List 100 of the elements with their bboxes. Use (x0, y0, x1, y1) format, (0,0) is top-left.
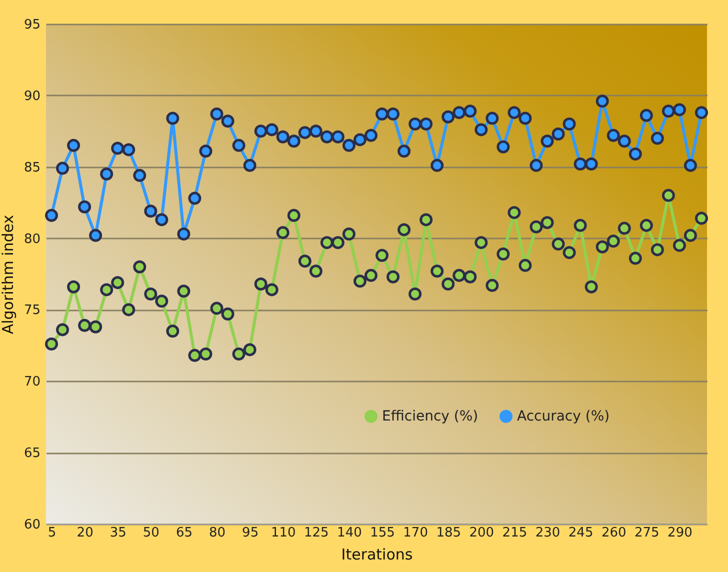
x-tick-label: 170 (403, 526, 428, 540)
point (650, 132, 664, 145)
y-tick-label: 80 (24, 232, 40, 247)
point (398, 223, 411, 236)
point (309, 124, 322, 138)
point (67, 138, 80, 152)
point (265, 283, 278, 296)
point (474, 123, 488, 136)
point (408, 288, 422, 300)
point (540, 134, 554, 148)
point (243, 158, 256, 172)
point (177, 228, 190, 240)
point (276, 130, 290, 144)
x-tick-label: 5 (48, 526, 56, 540)
point (672, 238, 686, 252)
point (254, 124, 268, 138)
point (672, 103, 686, 116)
point (331, 130, 344, 144)
point (342, 138, 356, 152)
point (606, 128, 620, 142)
point (552, 128, 565, 140)
point (298, 254, 312, 268)
x-tick-label: 50 (142, 526, 160, 540)
point (111, 142, 124, 155)
point (562, 246, 576, 260)
x-tick-label: 140 (337, 526, 362, 540)
point (331, 236, 344, 250)
legend-label: Efficiency (%) (382, 408, 478, 424)
point (695, 212, 708, 225)
point (144, 288, 158, 300)
point (155, 294, 168, 308)
point (486, 112, 499, 125)
point (618, 134, 631, 148)
point (584, 280, 598, 294)
y-tick-label: 90 (24, 88, 40, 104)
point (364, 128, 378, 142)
point (78, 200, 92, 214)
point (56, 323, 70, 336)
x-tick-label: 155 (370, 526, 395, 540)
point (78, 318, 92, 332)
x-tick-label: 185 (436, 526, 462, 540)
point (442, 278, 455, 290)
y-axis-title: Algorithm index (0, 214, 17, 334)
point (574, 158, 587, 170)
point (89, 228, 102, 242)
y-tick-label: 85 (24, 160, 40, 176)
point (695, 106, 708, 120)
legend-label: Accuracy (%) (517, 408, 610, 424)
x-tick-label: 80 (208, 526, 226, 540)
point (452, 268, 466, 282)
x-tick-label: 95 (242, 526, 259, 540)
point (420, 118, 433, 130)
point (89, 320, 102, 334)
x-tick-label: 245 (568, 526, 594, 540)
point (618, 222, 631, 235)
point (386, 108, 400, 120)
point (232, 138, 246, 152)
point (596, 94, 609, 108)
x-tick-label: 65 (176, 526, 192, 540)
x-tick-label: 20 (76, 526, 94, 540)
point (133, 168, 146, 182)
point (496, 248, 510, 260)
point (133, 260, 146, 274)
point (188, 348, 202, 362)
point (430, 158, 444, 172)
y-tick-label: 95 (24, 18, 40, 32)
point (452, 106, 466, 120)
point (518, 258, 532, 272)
point (122, 143, 136, 156)
point (144, 204, 158, 218)
point (100, 283, 114, 296)
point (640, 218, 653, 232)
y-tick-label: 75 (24, 303, 40, 318)
point (243, 343, 256, 356)
point (298, 126, 312, 140)
point (606, 234, 620, 248)
point (376, 248, 388, 262)
x-tick-label: 215 (502, 526, 528, 540)
point (309, 264, 322, 278)
point (552, 238, 565, 250)
point (628, 252, 642, 265)
y-tick-label: 65 (24, 446, 40, 462)
point (56, 162, 70, 175)
point (420, 213, 433, 226)
point (596, 240, 609, 254)
point (221, 114, 234, 128)
point (320, 236, 334, 250)
point (276, 226, 290, 240)
x-tick-label: 230 (535, 526, 560, 540)
point (574, 218, 587, 232)
point (199, 144, 212, 158)
x-tick-label: 275 (634, 526, 660, 540)
point (122, 303, 136, 316)
x-tick-label: 200 (469, 526, 494, 540)
point (265, 123, 278, 136)
point (662, 188, 675, 202)
point (464, 270, 477, 284)
point (386, 270, 400, 284)
point (540, 216, 554, 230)
point (221, 308, 234, 320)
